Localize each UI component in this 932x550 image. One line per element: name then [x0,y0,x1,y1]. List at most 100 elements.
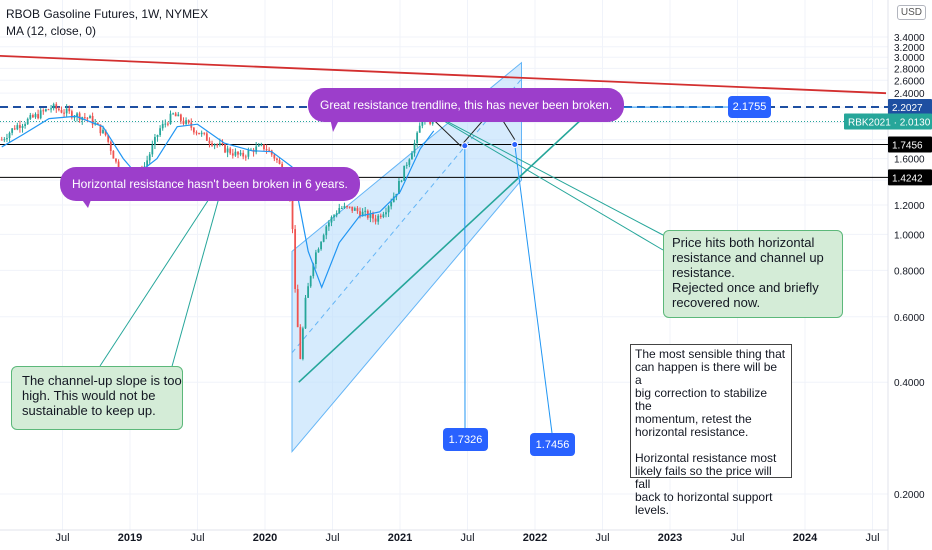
price-tag-support-2-bg [888,169,932,186]
candle-body [268,149,271,151]
candle-body [109,141,112,151]
target-label-lower-left[interactable]: 1.7326 [443,428,488,451]
candle-body [6,138,8,140]
callout-great-resistance[interactable]: Great resistance trendline, this has nev… [308,88,625,122]
candle-body [364,210,367,212]
candle-body [29,115,32,119]
price-tag-resistance-bg [888,99,932,116]
candle-body [247,150,250,157]
candle-body [8,132,11,139]
candle-body [229,148,232,154]
projection-path[interactable] [423,106,516,147]
candle-body [169,113,172,125]
candle-body [307,286,309,298]
candle-body [76,113,78,117]
candle-body [346,205,348,207]
candle-body [361,211,364,217]
target-point[interactable] [511,141,519,149]
target-label-lower-right[interactable]: 1.7456 [530,433,575,456]
candle-body [44,109,47,112]
long-resistance-trendline[interactable] [0,54,887,95]
currency-button[interactable]: USD [896,5,926,20]
candle-body [208,140,211,144]
candle-body [244,156,247,158]
price-tick-label: 0.2000 [894,490,925,501]
note-price-hits[interactable]: Price hits both horizontal resistance an… [663,230,843,318]
candle-body [179,114,182,121]
candle-body [263,144,265,150]
candle-body [278,160,281,164]
price-tag-support-2[interactable]: 1.4242 [892,173,923,184]
price-tick-label: 3.4000 [894,33,925,44]
candle-body [416,132,419,144]
note-connector [424,108,664,236]
time-tick-label: Jul [190,532,204,544]
candle-body [234,151,237,156]
price-tick-label: 1.0000 [894,230,925,241]
note-connector [99,170,228,367]
moving-average-line[interactable] [1,115,435,290]
price-tag-support-1[interactable]: 1.7456 [892,141,923,152]
target-label-upper[interactable]: 2.1755 [728,96,771,118]
candle-body [99,124,102,134]
candle-body [0,139,3,141]
candle-body [218,143,221,145]
candle-body [112,150,115,159]
candle-body [159,128,162,136]
candle-body [421,120,424,126]
candle-body [314,252,317,264]
candle-body [224,144,226,153]
price-tick-label: 2.4000 [894,89,925,100]
price-tag-resistance[interactable]: 2.2027 [892,103,923,114]
candle-body [47,109,50,111]
candle-body [216,144,219,146]
candle-body [26,118,29,125]
candle-body [187,120,190,123]
price-tag-last-bg [844,113,932,130]
candle-body [374,218,377,222]
price-tag-last[interactable]: RBK2021 · 2.0130 [848,118,931,129]
candle-body [78,113,81,120]
time-tick-label: Jul [730,532,744,544]
indicator-label[interactable]: MA (12, close, 0) [6,24,97,38]
candle-body [291,197,294,230]
candle-body [400,180,403,182]
note-connector [170,177,225,371]
candle-body [211,143,213,146]
lower-trendline[interactable] [298,118,583,383]
candle-body [107,135,110,142]
price-tick-label: 0.4000 [894,378,925,389]
channel-up-area[interactable] [291,61,522,454]
candle-body [89,115,91,119]
candle-body [327,222,330,227]
candle-body [333,215,335,218]
candle-body [226,148,229,153]
candle-body [382,214,385,218]
candle-body [73,116,76,118]
note-sensible[interactable]: The most sensible thing that can happen … [630,344,792,517]
candle-body [299,327,302,359]
candle-body [387,206,390,213]
candle-body [335,213,338,216]
candle-body [312,263,315,277]
price-tick-label: 1.2000 [894,201,925,212]
candle-body [151,144,154,155]
candle-body [96,123,99,125]
candle-body [200,132,203,135]
candle-body [304,297,307,329]
target-point[interactable] [461,142,469,150]
candle-body [265,149,268,151]
candle-body [21,126,24,128]
candle-body [24,124,27,127]
callout-horizontal-resistance[interactable]: Horizontal resistance hasn't been broken… [60,167,360,201]
note-channel-slope[interactable]: The channel-up slope is too high. This w… [11,366,183,430]
candle-body [39,110,42,119]
candle-body [65,108,68,114]
candle-body [294,229,297,290]
candle-body [83,117,86,119]
time-tick-label: Jul [865,532,879,544]
candle-body [392,196,395,203]
candle-body [405,164,408,166]
candle-body [377,215,380,222]
